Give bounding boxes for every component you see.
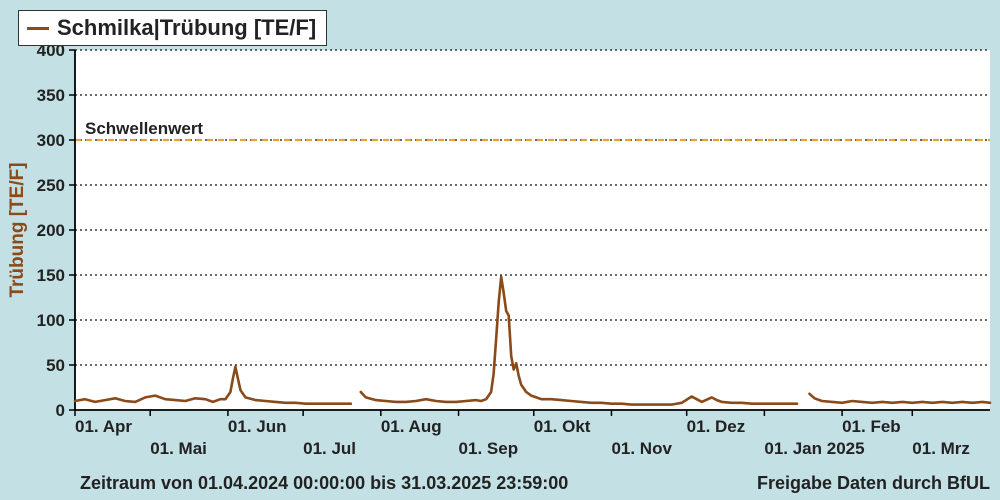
footer-period: Zeitraum von 01.04.2024 00:00:00 bis 31.… [80, 473, 568, 494]
svg-text:50: 50 [46, 356, 65, 375]
chart-footer: Zeitraum von 01.04.2024 00:00:00 bis 31.… [80, 473, 990, 494]
svg-text:01. Jan 2025: 01. Jan 2025 [764, 439, 864, 458]
footer-release: Freigabe Daten durch BfUL [757, 473, 990, 494]
chart-svg: 050100150200250300350400Schwellenwert01.… [0, 0, 1000, 500]
legend-label: Schmilka|Trübung [TE/F] [57, 15, 316, 41]
svg-text:01. Jun: 01. Jun [228, 417, 287, 436]
svg-text:01. Mrz: 01. Mrz [912, 439, 970, 458]
svg-text:Schwellenwert: Schwellenwert [85, 119, 203, 138]
svg-text:01. Nov: 01. Nov [611, 439, 672, 458]
svg-text:01. Apr: 01. Apr [75, 417, 132, 436]
legend-box: Schmilka|Trübung [TE/F] [18, 10, 327, 46]
svg-text:0: 0 [56, 401, 65, 420]
svg-text:01. Okt: 01. Okt [534, 417, 591, 436]
svg-text:01. Mai: 01. Mai [150, 439, 207, 458]
svg-text:01. Sep: 01. Sep [459, 439, 519, 458]
svg-text:150: 150 [37, 266, 65, 285]
svg-text:01. Aug: 01. Aug [381, 417, 442, 436]
legend-swatch [27, 27, 49, 30]
chart-canvas: 050100150200250300350400Schwellenwert01.… [0, 0, 1000, 500]
svg-text:300: 300 [37, 131, 65, 150]
svg-text:250: 250 [37, 176, 65, 195]
svg-text:01. Dez: 01. Dez [687, 417, 746, 436]
svg-text:01. Feb: 01. Feb [842, 417, 901, 436]
svg-text:350: 350 [37, 86, 65, 105]
svg-text:200: 200 [37, 221, 65, 240]
svg-text:01. Jul: 01. Jul [303, 439, 356, 458]
svg-text:100: 100 [37, 311, 65, 330]
